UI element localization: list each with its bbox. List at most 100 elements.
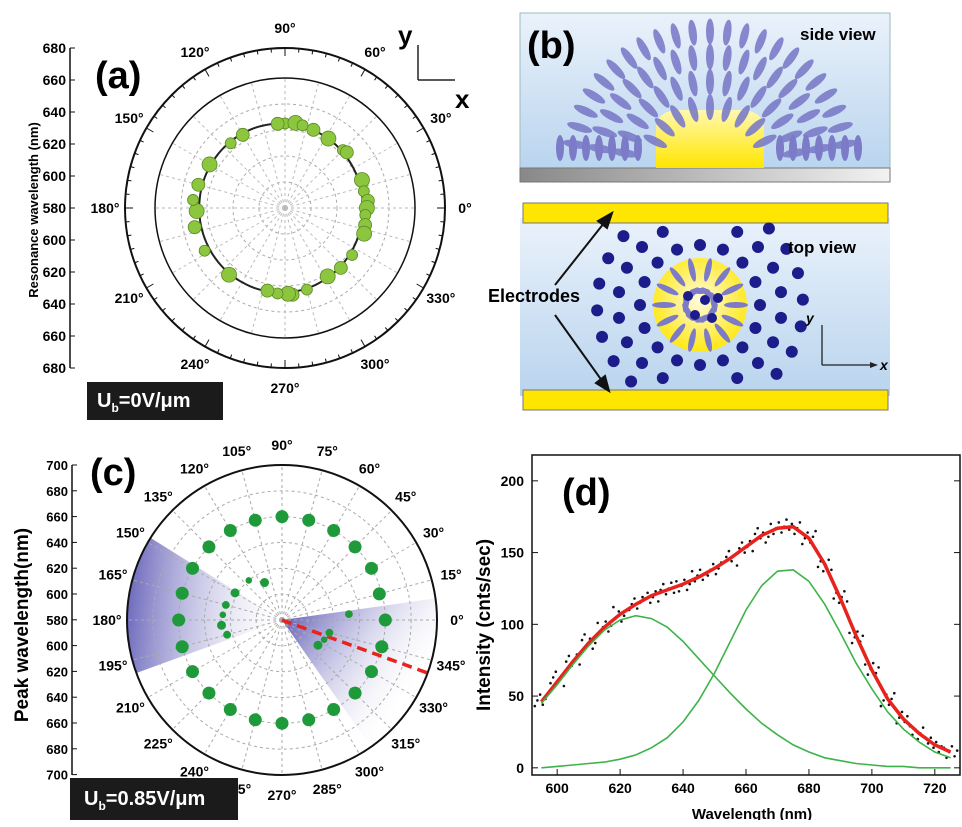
data-point — [276, 717, 289, 730]
angle-label: 75° — [317, 443, 338, 459]
lc-molecule — [569, 135, 577, 161]
nanoparticle — [736, 257, 748, 269]
lc-molecule — [582, 135, 590, 161]
lc-molecule — [724, 302, 748, 308]
nanoparticle — [717, 244, 729, 256]
data-point — [618, 610, 621, 613]
data-point — [675, 580, 678, 583]
nanoparticle — [608, 355, 620, 367]
data-point — [801, 543, 804, 546]
data-point — [302, 514, 315, 527]
data-point — [935, 741, 938, 744]
radial-tick-label: 700 — [46, 768, 68, 783]
data-point — [224, 703, 237, 716]
data-point — [799, 521, 802, 524]
data-point — [220, 612, 227, 619]
nanoparticle — [797, 294, 809, 306]
lc-molecule — [706, 94, 714, 120]
data-point — [565, 660, 568, 663]
nanoparticle — [694, 359, 706, 371]
shaded-sector-left — [127, 538, 282, 673]
data-point — [186, 665, 199, 678]
data-point — [756, 527, 759, 530]
radial-tick-label: 580 — [46, 613, 68, 628]
nanoparticle — [652, 341, 664, 353]
data-point — [882, 699, 885, 702]
nanoparticle — [621, 262, 633, 274]
angle-label: 120° — [180, 460, 209, 476]
data-point — [568, 655, 571, 658]
angle-label: 225° — [144, 736, 173, 752]
data-point — [375, 640, 388, 653]
nanoparticle — [749, 322, 761, 334]
nanoparticle — [613, 312, 625, 324]
data-point — [536, 699, 539, 702]
radial-tick-label: 680 — [46, 484, 68, 499]
angle-label: 105° — [222, 443, 251, 459]
angle-label: 150° — [116, 525, 145, 541]
radial-tick-label: 620 — [46, 664, 68, 679]
nanoparticle — [752, 357, 764, 369]
data-point — [780, 531, 783, 534]
data-point — [217, 621, 226, 630]
nanoparticle — [617, 230, 629, 242]
lc-molecule — [706, 44, 714, 70]
data-point — [612, 606, 615, 609]
panel-d: Intensity (cnts/sec) Wavelength (nm) 600… — [462, 425, 962, 820]
data-point — [817, 566, 820, 569]
data-point — [302, 713, 315, 726]
data-point — [864, 663, 867, 666]
nanoparticle — [613, 286, 625, 298]
data-point — [276, 510, 289, 523]
lc-molecule — [706, 69, 714, 95]
panel-b: side view top view Electrodes y x (b) — [0, 0, 962, 425]
panel-c-axis-title: Peak wavelength(nm) — [12, 528, 33, 722]
data-point — [673, 592, 676, 595]
data-point — [812, 536, 815, 539]
angle-label: 135° — [144, 488, 173, 504]
data-point — [791, 523, 794, 526]
angle-label: 285° — [313, 781, 342, 797]
data-point — [832, 597, 835, 600]
angle-label: 300° — [355, 764, 384, 780]
x-tick-label: 660 — [734, 780, 758, 796]
data-point — [877, 666, 880, 669]
data-point — [725, 556, 728, 559]
angle-label: 330° — [419, 700, 448, 716]
nanoparticle — [625, 376, 637, 388]
data-point — [707, 574, 710, 577]
data-point — [751, 550, 754, 553]
series-line — [541, 527, 950, 752]
lc-molecule — [652, 302, 676, 308]
lc-molecule — [595, 135, 603, 161]
radial-tick-label: 640 — [46, 690, 68, 705]
data-point — [249, 514, 262, 527]
nanoparticle — [707, 313, 717, 323]
lc-molecule — [841, 135, 849, 161]
angle-label: 15° — [440, 567, 461, 583]
data-point — [222, 601, 230, 609]
data-point — [555, 670, 558, 673]
data-point — [770, 523, 773, 526]
angle-label: 315° — [391, 736, 420, 752]
bias-prefix: U — [84, 788, 98, 810]
x-tick-label: 700 — [860, 780, 884, 796]
data-point — [646, 592, 649, 595]
data-point — [641, 596, 644, 599]
data-point — [583, 633, 586, 636]
nanoparticle — [591, 304, 603, 316]
electrode-bottom — [523, 390, 888, 410]
data-point — [313, 641, 322, 650]
nanoparticle — [596, 331, 608, 343]
angle-label: 30° — [423, 525, 444, 541]
data-point — [890, 698, 893, 701]
nanoparticle — [771, 368, 783, 380]
nanoparticle — [634, 299, 646, 311]
data-point — [880, 705, 883, 708]
nanoparticle — [792, 267, 804, 279]
data-point — [754, 533, 757, 536]
data-point — [224, 524, 237, 537]
data-point — [249, 713, 262, 726]
data-point — [715, 573, 718, 576]
data-point — [670, 581, 673, 584]
